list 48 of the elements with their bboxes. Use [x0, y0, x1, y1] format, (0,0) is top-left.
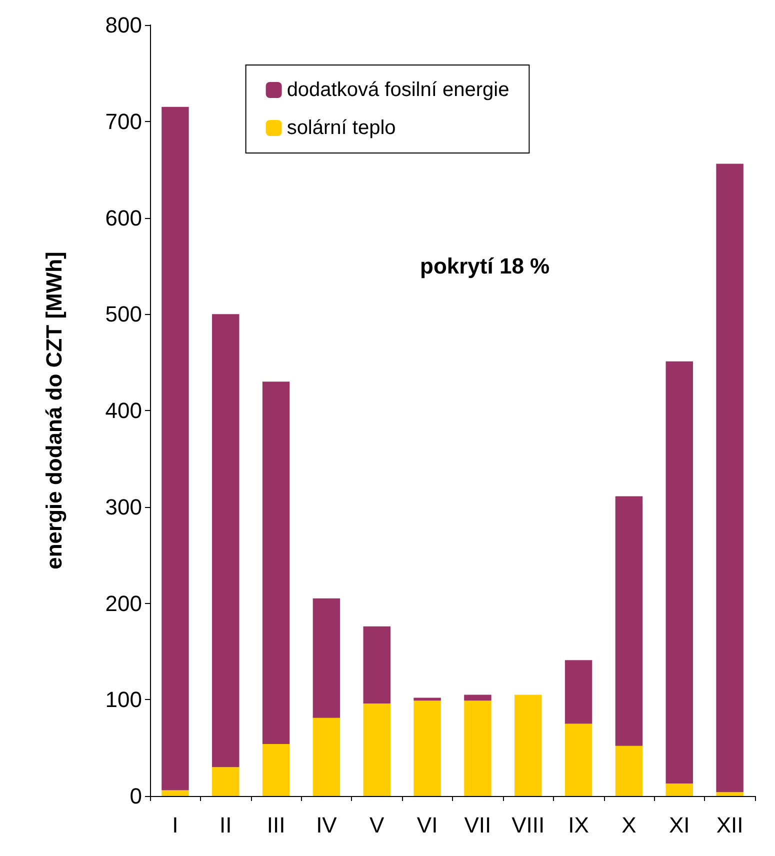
bar: [414, 698, 441, 701]
y-tick-label: 700: [105, 108, 142, 134]
bar: [363, 703, 390, 796]
x-tick-label: II: [220, 812, 232, 838]
bar: [615, 496, 643, 746]
bar: [716, 792, 744, 796]
y-tick-label: 100: [105, 687, 142, 712]
y-axis-title: energie dodaná do CZT [MWh]: [42, 252, 66, 570]
y-tick-label: 300: [105, 494, 142, 520]
x-tick-label: IV: [316, 812, 338, 838]
bar: [464, 694, 492, 701]
x-tick-label: XII: [716, 812, 744, 838]
x-tick-label: IX: [568, 812, 590, 838]
bar: [312, 718, 340, 796]
x-tick-label: III: [266, 812, 286, 838]
bar: [564, 724, 592, 796]
y-tick-label: 500: [105, 302, 142, 327]
bar: [564, 660, 592, 724]
y-tick-label: 200: [105, 590, 142, 616]
annotation: pokrytí 18 %: [420, 254, 550, 278]
bar: [666, 783, 693, 796]
bar: [212, 314, 240, 768]
legend-label: dodatková fosilní energie: [286, 79, 510, 101]
bar: [615, 746, 643, 796]
x-tick-label: VIII: [512, 812, 545, 838]
bar: [162, 106, 189, 790]
bar: [363, 626, 390, 704]
legend-label: solární teplo: [286, 117, 396, 139]
y-tick-label: 400: [105, 398, 142, 423]
bar: [514, 694, 542, 796]
bar: [312, 598, 340, 718]
x-tick-label: I: [172, 812, 178, 838]
bar: [414, 700, 441, 796]
bar: [162, 790, 189, 796]
x-tick-label: XI: [668, 812, 690, 838]
y-tick-label: 0: [130, 784, 142, 808]
x-tick-label: X: [622, 812, 637, 838]
y-tick-label: 800: [105, 12, 142, 38]
y-tick-label: 600: [105, 205, 142, 230]
bar: [464, 700, 492, 796]
bar: [262, 382, 290, 744]
x-tick-label: VI: [416, 812, 438, 838]
bar: [262, 744, 290, 796]
x-tick-label: V: [370, 812, 385, 838]
bar: [716, 164, 744, 792]
bar: [212, 767, 240, 796]
x-tick-label: VII: [464, 812, 492, 838]
bar: [666, 361, 693, 784]
